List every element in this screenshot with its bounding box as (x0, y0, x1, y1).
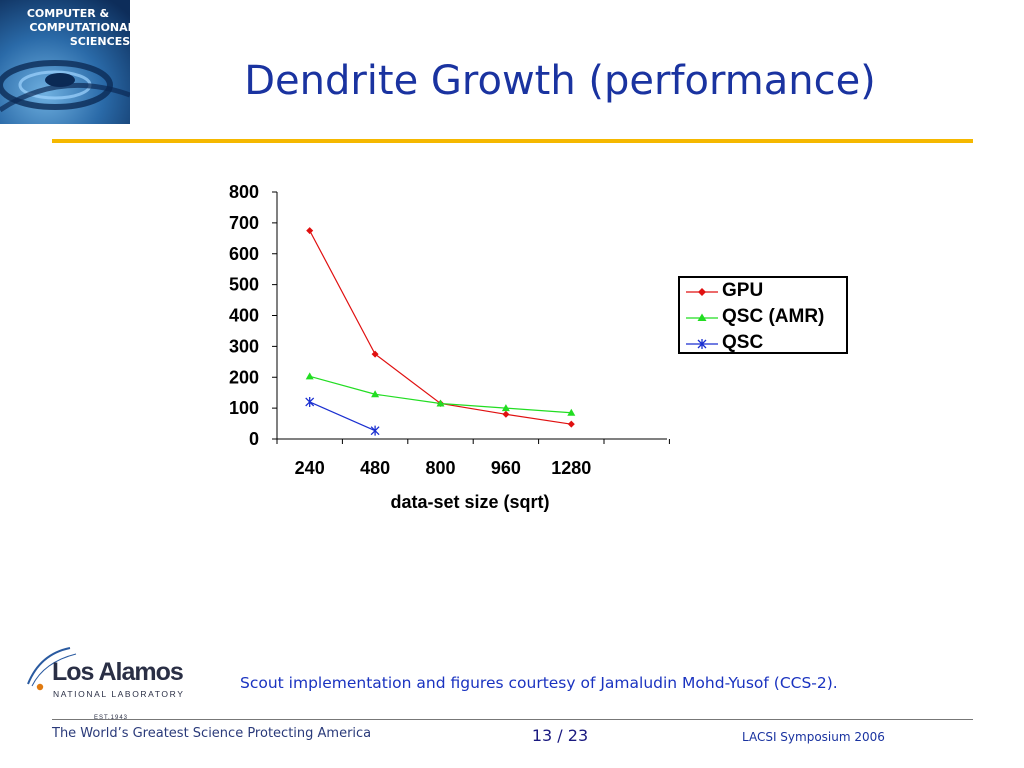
y-tick-label: 200 (229, 367, 259, 387)
data-point-gpu (502, 410, 510, 418)
page-number: 13 / 23 (531, 726, 589, 745)
series-group (305, 227, 576, 436)
legend-swatch-gpu (686, 288, 718, 296)
y-ticks: 0 100 200 300 400 500 600 700 800 (229, 182, 277, 449)
data-point-qsc-amr (305, 372, 314, 380)
footer-tagline: The World’s Greatest Science Protecting … (52, 726, 372, 741)
legend-label-gpu: GPU (722, 280, 764, 301)
data-point-qsc-amr (567, 408, 576, 416)
slide-title: Dendrite Growth (performance) (244, 58, 876, 104)
lanl-established: EST.1943 (94, 715, 129, 721)
y-tick-label: 500 (229, 275, 259, 295)
data-point-qsc-amr (501, 404, 510, 412)
x-tick-label: 240 (295, 458, 325, 478)
x-axis-label: data-set size (sqrt) (390, 492, 549, 512)
svg-text:COMPUTATIONAL: COMPUTATIONAL (29, 21, 130, 34)
y-tick-label: 300 (229, 336, 259, 356)
series-line-qsc (309, 401, 376, 432)
x-ticks: 240 480 800 960 1280 (276, 439, 670, 478)
svg-text:SCIENCES: SCIENCES (70, 35, 130, 48)
series-line-qsc-amr (309, 375, 572, 414)
x-tick-label: 960 (491, 458, 521, 478)
x-tick-label: 1280 (551, 458, 591, 478)
lanl-swoosh-icon (27, 647, 77, 691)
y-tick-label: 100 (229, 398, 259, 418)
legend-item-qsc-amr: QSC (AMR) (684, 306, 844, 328)
y-tick-label: 600 (229, 244, 259, 264)
legend-item-qsc: QSC (684, 332, 844, 354)
data-point-gpu (371, 350, 379, 358)
title-divider (52, 139, 973, 143)
data-point-qsc-amr (436, 399, 445, 407)
x-tick-label: 480 (360, 458, 390, 478)
data-point-gpu (306, 227, 314, 235)
chart-legend: GPU QSC (AMR) QSC (678, 276, 848, 354)
data-point-qsc (370, 425, 380, 436)
lanl-subtitle: NATIONAL LABORATORY (53, 689, 185, 699)
legend-item-gpu: GPU (684, 280, 844, 302)
y-tick-label: 0 (249, 429, 259, 449)
footer-divider (52, 719, 973, 720)
footer-event: LACSI Symposium 2006 (742, 730, 885, 744)
legend-swatch-qsc-amr (686, 313, 718, 321)
lanl-logo: Los Alamos NATIONAL LABORATORY EST.1943 (22, 644, 192, 724)
y-tick-label: 700 (229, 213, 259, 233)
ccs-logo-graphic: COMPUTER & COMPUTATIONAL SCIENCES (0, 0, 130, 124)
lanl-name: Los Alamos (52, 658, 184, 686)
x-tick-label: 800 (425, 458, 455, 478)
data-point-qsc-amr (371, 390, 380, 398)
ccs-logo: COMPUTER & COMPUTATIONAL SCIENCES (0, 0, 130, 124)
credit-note: Scout implementation and figures courtes… (240, 674, 838, 692)
data-point-gpu (567, 420, 575, 428)
y-tick-label: 800 (229, 182, 259, 202)
data-point-qsc (305, 396, 315, 407)
y-tick-label: 400 (229, 306, 259, 326)
legend-swatch-qsc (686, 339, 718, 349)
svg-text:COMPUTER &: COMPUTER & (27, 7, 110, 20)
legend-label-qsc: QSC (722, 332, 764, 353)
legend-label-qsc-amr: QSC (AMR) (722, 306, 825, 327)
series-line-gpu (309, 230, 572, 425)
